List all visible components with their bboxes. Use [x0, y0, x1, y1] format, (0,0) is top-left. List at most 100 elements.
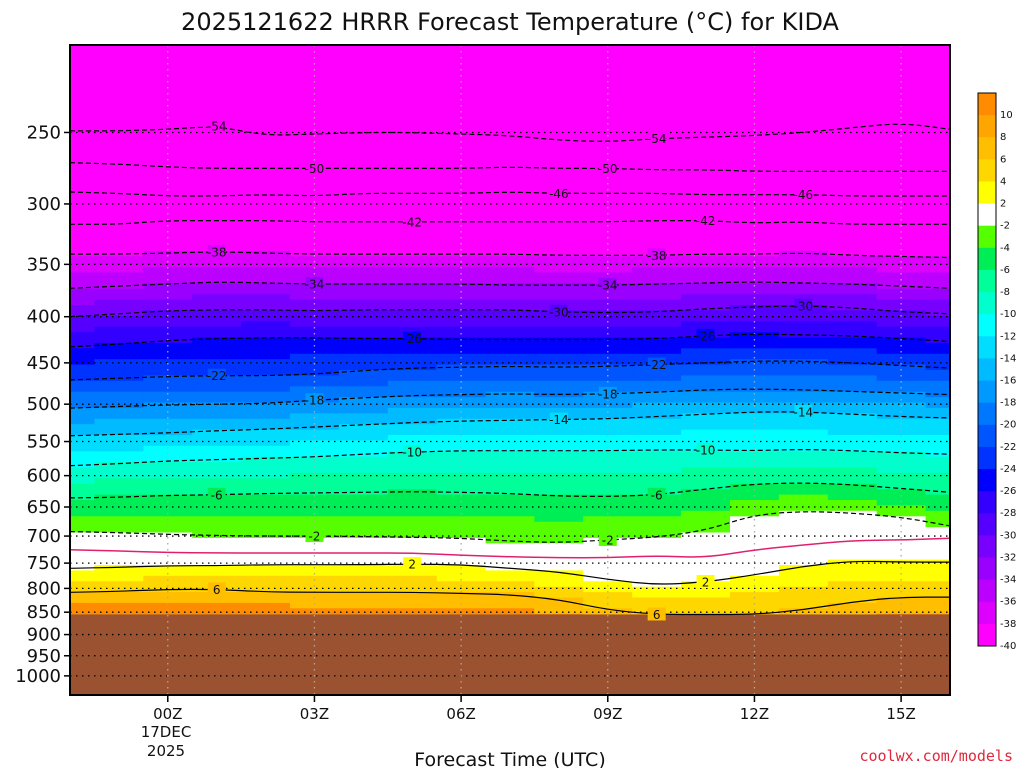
temperature-cell [290, 82, 340, 90]
temperature-cell [70, 299, 96, 306]
temperature-cell [94, 180, 145, 187]
temperature-cell [94, 229, 145, 236]
temperature-cell [778, 478, 829, 485]
temperature-cell [925, 489, 950, 496]
temperature-cell [681, 315, 731, 322]
temperature-cell [485, 61, 536, 68]
temperature-cell [778, 467, 829, 474]
temperature-cell [632, 370, 683, 377]
temperature-cell [241, 537, 291, 545]
temperature-cell [70, 234, 96, 241]
temperature-cell [778, 429, 829, 436]
temperature-cell [94, 288, 145, 295]
temperature-cell [192, 565, 243, 572]
temperature-cell [583, 359, 634, 366]
isotherm-label: -50 [305, 162, 325, 176]
temperature-cell [436, 50, 487, 57]
temperature-cell [681, 126, 731, 133]
temperature-cell [338, 212, 389, 220]
temperature-cell [241, 407, 291, 415]
temperature-cell [338, 175, 389, 182]
temperature-cell [485, 175, 536, 182]
isotherm-label-bg [647, 131, 666, 145]
isotherm-label: 2 [702, 575, 710, 589]
temperature-cell [730, 597, 780, 604]
temperature-cell [485, 559, 536, 566]
temperature-cell [681, 391, 731, 398]
temperature-cell [681, 521, 731, 528]
temperature-cell [827, 169, 878, 176]
temperature-cell [436, 310, 487, 317]
temperature-cell [192, 342, 243, 350]
temperature-cell [70, 554, 96, 561]
temperature-cell [241, 353, 291, 360]
temperature-cell [827, 445, 878, 452]
colorbar-tick-label: -32 [1000, 553, 1016, 564]
temperature-cell [241, 72, 291, 79]
temperature-cell [632, 315, 683, 322]
temperature-cell [143, 353, 194, 360]
temperature-cell [436, 272, 487, 279]
temperature-cell [485, 386, 536, 393]
temperature-cell [338, 407, 389, 415]
temperature-cell [485, 169, 536, 176]
temperature-cell [94, 147, 145, 155]
temperature-cell [143, 592, 194, 599]
temperature-cell [485, 597, 536, 604]
temperature-cell [827, 586, 878, 593]
temperature-cell [876, 429, 927, 436]
temperature-cell [485, 342, 536, 350]
temperature-cell [290, 110, 340, 117]
temperature-cell [632, 120, 683, 127]
temperature-cell [485, 321, 536, 328]
temperature-cell [778, 250, 829, 257]
temperature-cell [681, 418, 731, 425]
temperature-cell [681, 110, 731, 117]
temperature-cell [70, 45, 96, 52]
temperature-cell [387, 110, 438, 117]
temperature-cell [70, 597, 96, 604]
temperature-cell [876, 532, 927, 539]
temperature-cell [436, 55, 487, 62]
colorbar-tick-label: -22 [1000, 442, 1016, 453]
temperature-cell [338, 185, 389, 192]
temperature-cell [192, 500, 243, 507]
temperature-cell [681, 55, 731, 62]
temperature-cell [290, 147, 340, 155]
temperature-cell [876, 277, 927, 285]
temperature-cell [241, 581, 291, 588]
temperature-cell [70, 608, 96, 615]
temperature-cell [534, 267, 585, 274]
temperature-cell [778, 272, 829, 279]
temperature-cell [192, 229, 243, 236]
temperature-cell [925, 93, 950, 100]
temperature-cell [925, 272, 950, 279]
temperature-cell [485, 467, 536, 474]
temperature-cell [485, 500, 536, 507]
temperature-cell [70, 55, 96, 62]
temperature-cell [192, 66, 243, 73]
colorbar-swatch [978, 292, 996, 315]
temperature-cell [632, 386, 683, 393]
temperature-cell [632, 218, 683, 225]
temperature-cell [70, 202, 96, 209]
temperature-cell [632, 462, 683, 469]
temperature-cell [143, 299, 194, 306]
temperature-cell [192, 137, 243, 144]
temperature-cell [827, 407, 878, 415]
temperature-cell [70, 456, 96, 463]
temperature-cell [730, 375, 780, 382]
temperature-cell [290, 445, 340, 452]
temperature-cell [534, 326, 585, 333]
temperature-cell [876, 608, 927, 615]
temperature-cell [338, 245, 389, 252]
temperature-cell [338, 424, 389, 431]
temperature-cell [485, 543, 536, 550]
temperature-cell [94, 321, 145, 328]
temperature-cell [730, 489, 780, 496]
isotherm-label: -26 [402, 332, 422, 346]
temperature-cell [436, 223, 487, 230]
temperature-cell [730, 391, 780, 398]
temperature-cell [436, 191, 487, 198]
temperature-cell [925, 429, 950, 436]
